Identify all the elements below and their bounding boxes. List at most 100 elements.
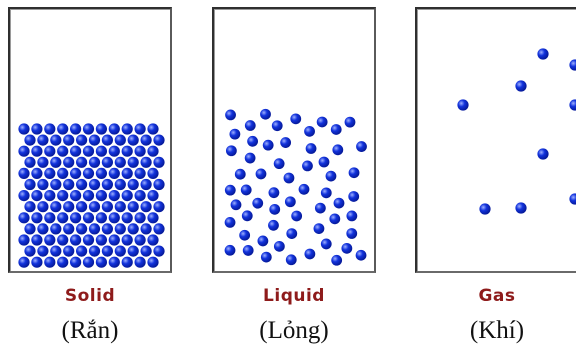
particle: [57, 256, 69, 268]
particle: [108, 212, 120, 224]
particle: [70, 212, 82, 224]
particle: [57, 123, 69, 135]
particle: [101, 134, 113, 146]
particle: [24, 178, 36, 191]
liquid-label-vietnamese: (Lỏng): [259, 317, 329, 344]
particle: [95, 212, 107, 224]
particle: [134, 256, 146, 268]
particle: [50, 245, 62, 257]
particle: [255, 168, 267, 180]
particle: [57, 145, 69, 157]
particle: [82, 212, 95, 224]
particle: [285, 254, 297, 266]
particle: [82, 123, 95, 135]
particle: [341, 242, 353, 254]
particle: [225, 145, 237, 157]
particle: [320, 238, 332, 250]
particle: [114, 134, 126, 146]
particle: [63, 245, 75, 257]
particle: [348, 191, 360, 202]
particle: [82, 234, 95, 246]
particle: [76, 223, 88, 235]
particle: [63, 134, 75, 146]
particle: [153, 156, 165, 168]
particle: [50, 178, 62, 191]
particle: [515, 80, 527, 92]
particle: [88, 178, 101, 191]
particle: [88, 156, 101, 168]
particle: [286, 228, 298, 240]
particle: [140, 201, 152, 213]
gas-container: [415, 7, 576, 273]
particle: [329, 213, 341, 225]
particle: [24, 223, 36, 235]
particle: [290, 113, 302, 125]
particle: [31, 190, 43, 202]
particle: [260, 108, 271, 120]
particle: [244, 120, 256, 131]
particle: [291, 210, 303, 222]
particle: [147, 212, 159, 224]
particle: [57, 212, 69, 224]
particle: [242, 245, 254, 256]
particle: [147, 256, 159, 268]
particle: [121, 256, 133, 268]
particle: [240, 184, 252, 196]
particle: [95, 167, 107, 179]
particle: [346, 228, 358, 239]
particle: [88, 245, 101, 257]
particle: [37, 134, 49, 146]
particle: [95, 234, 107, 246]
particle: [50, 134, 62, 146]
particle: [268, 187, 280, 199]
particle: [24, 156, 36, 168]
particle: [31, 256, 43, 268]
liquid-particles: [224, 108, 367, 266]
particle: [346, 210, 358, 222]
particle: [348, 167, 360, 179]
particle: [101, 178, 113, 191]
solid-particles: [18, 123, 165, 268]
particle: [153, 245, 165, 257]
particle: [44, 190, 56, 202]
particle: [230, 199, 242, 211]
particle: [305, 143, 317, 154]
particle: [269, 203, 281, 215]
particle: [224, 217, 236, 228]
particle: [70, 256, 82, 268]
particle: [134, 123, 146, 135]
particle: [134, 190, 146, 202]
particle: [37, 245, 49, 257]
particle: [44, 212, 56, 224]
particle: [273, 158, 285, 170]
particle: [114, 201, 126, 213]
particle: [44, 234, 56, 246]
particle: [24, 201, 36, 213]
particle: [31, 212, 43, 224]
particle: [537, 148, 549, 160]
particle: [356, 141, 367, 152]
particle: [244, 152, 256, 164]
particle: [82, 256, 95, 268]
particle: [304, 248, 316, 260]
particle: [95, 256, 107, 268]
particle: [302, 160, 313, 172]
particle: [24, 245, 36, 257]
particle: [101, 223, 113, 235]
particle: [273, 240, 285, 252]
gas-particles: [457, 48, 576, 215]
particle: [224, 244, 236, 256]
particle: [134, 167, 146, 179]
particle: [76, 201, 88, 213]
particle: [225, 109, 236, 121]
particle: [271, 120, 283, 132]
particle: [31, 145, 43, 157]
particle: [316, 116, 328, 128]
particle: [252, 197, 264, 209]
particle: [76, 178, 88, 191]
particle: [515, 202, 527, 214]
particle: [318, 156, 330, 168]
particle: [134, 234, 146, 246]
particle: [304, 125, 315, 137]
particle: [24, 134, 36, 146]
